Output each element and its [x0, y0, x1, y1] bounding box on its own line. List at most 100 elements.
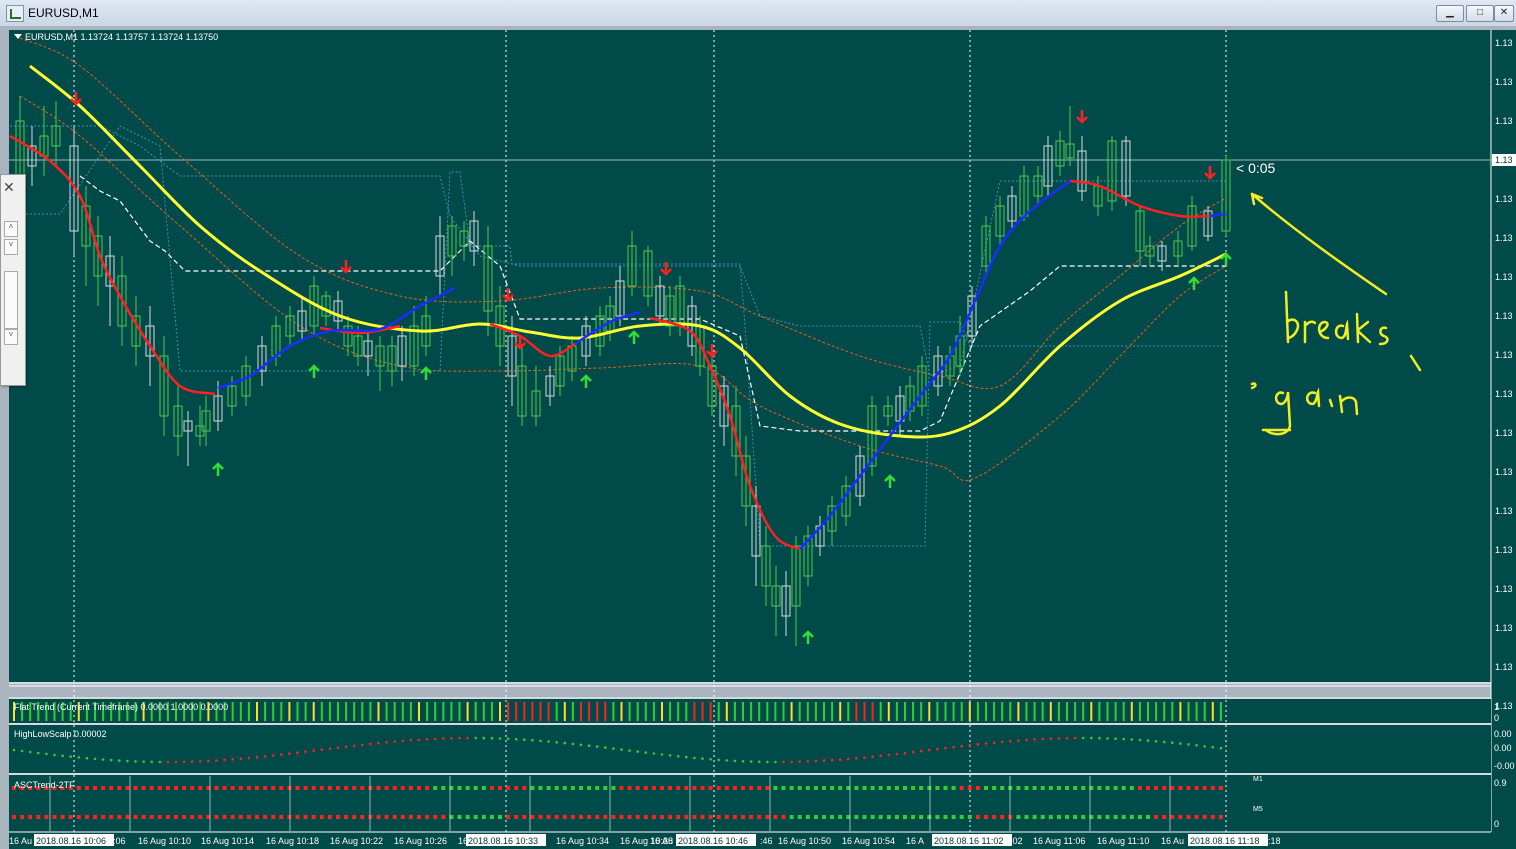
asctrend-m5-cell	[125, 815, 130, 819]
candle[interactable]	[771, 585, 781, 607]
candle[interactable]	[867, 405, 877, 467]
candle[interactable]	[363, 340, 373, 357]
candle[interactable]	[781, 585, 791, 617]
chart-window[interactable]: 1.13 1.13 1.13 1.13 1.13 1.13 1.13 1.13 1.13 1.13…	[0, 26, 1516, 849]
asctrend-m5-cell	[417, 815, 421, 819]
candle[interactable]	[707, 365, 717, 407]
candle[interactable]	[531, 390, 541, 417]
candle[interactable]	[93, 235, 103, 277]
asctrend-m5-cell	[255, 815, 259, 819]
candle[interactable]	[227, 385, 237, 407]
candle[interactable]	[1121, 140, 1131, 197]
candle[interactable]	[1203, 210, 1213, 237]
candle[interactable]	[343, 325, 353, 347]
candle[interactable]	[1187, 205, 1197, 247]
candle[interactable]	[665, 295, 675, 327]
candle[interactable]	[321, 295, 331, 317]
asctrend-window[interactable]	[9, 775, 1491, 832]
collapse-arrow-icon[interactable]	[14, 34, 22, 39]
candle[interactable]	[643, 250, 653, 297]
candle[interactable]	[397, 335, 407, 367]
candle[interactable]	[1145, 245, 1155, 257]
candle[interactable]	[719, 385, 729, 427]
minimize-button[interactable]: ▁	[1436, 5, 1464, 22]
asctrend-m5-cell	[587, 815, 592, 819]
highlow-dot	[263, 755, 267, 758]
candle[interactable]	[1221, 159, 1231, 232]
candle[interactable]	[1055, 140, 1065, 167]
candle[interactable]	[447, 225, 457, 257]
candle[interactable]	[1007, 195, 1017, 222]
candle[interactable]	[483, 245, 493, 312]
candle[interactable]	[387, 345, 397, 372]
candle[interactable]	[555, 355, 565, 387]
candle[interactable]	[51, 125, 61, 147]
candle[interactable]	[761, 545, 771, 587]
scroll-end-icon[interactable]: ˅	[4, 329, 18, 345]
candle[interactable]	[183, 420, 193, 432]
candle[interactable]	[469, 220, 479, 252]
side-panel[interactable]: ✕ ˄ ˅ ˅	[0, 174, 26, 386]
candle[interactable]	[517, 365, 527, 417]
candle[interactable]	[1033, 175, 1043, 197]
candle[interactable]	[627, 245, 637, 287]
candle[interactable]	[883, 405, 893, 417]
scroll-down-icon[interactable]: ˅	[4, 239, 18, 255]
scroll-up-icon[interactable]: ˄	[4, 221, 18, 237]
candle[interactable]	[1065, 143, 1075, 159]
candle[interactable]	[803, 535, 813, 577]
candle[interactable]	[27, 145, 37, 167]
highlow-dot	[304, 750, 307, 753]
highlow-window[interactable]	[9, 725, 1491, 773]
candle[interactable]	[751, 505, 761, 557]
candle[interactable]	[333, 300, 343, 322]
close-icon[interactable]: ✕	[3, 179, 15, 195]
candle[interactable]	[655, 285, 665, 317]
candle[interactable]	[615, 280, 625, 317]
candle[interactable]	[1077, 150, 1087, 192]
chart-canvas[interactable]: 1.13 1.13 1.13 1.13 1.13 1.13 1.13 1.13 1.13 1.13…	[0, 26, 1516, 849]
flat-trend-window[interactable]	[9, 699, 1491, 723]
scrollbar[interactable]	[4, 271, 18, 329]
candle[interactable]	[995, 205, 1005, 237]
sell-arrow-icon	[660, 262, 672, 276]
candle[interactable]	[917, 365, 927, 407]
candle[interactable]	[285, 315, 295, 337]
maximize-button[interactable]: □	[1466, 5, 1494, 22]
price-label: 1.13	[1495, 77, 1513, 87]
close-button[interactable]: ✕	[1494, 5, 1514, 22]
candle[interactable]	[741, 455, 751, 507]
asctrend-m1-cell	[1129, 786, 1134, 790]
candle[interactable]	[409, 325, 419, 367]
candle[interactable]	[855, 455, 865, 497]
candle[interactable]	[297, 310, 307, 332]
asctrend-m1-cell	[93, 786, 97, 790]
asctrend-m1-cell	[579, 786, 583, 790]
candle[interactable]	[435, 235, 445, 277]
candle[interactable]	[1043, 145, 1053, 187]
candle[interactable]	[201, 410, 211, 432]
candle[interactable]	[731, 405, 741, 457]
candle[interactable]	[257, 345, 267, 372]
candle[interactable]	[159, 355, 169, 417]
candle[interactable]	[933, 355, 943, 387]
candle[interactable]	[173, 405, 183, 437]
asctrend-m1-cell	[619, 786, 624, 790]
candle[interactable]	[507, 335, 517, 377]
candle[interactable]	[791, 545, 801, 607]
candle[interactable]	[1173, 240, 1183, 257]
highlow-dot	[45, 752, 48, 756]
candle[interactable]	[353, 335, 363, 357]
candle[interactable]	[459, 230, 469, 247]
candle[interactable]	[581, 325, 591, 357]
candle[interactable]	[117, 275, 127, 327]
candle[interactable]	[1135, 210, 1145, 252]
candle[interactable]	[213, 395, 223, 422]
time-label: 16 Au	[9, 836, 32, 846]
candle[interactable]	[69, 145, 79, 232]
candle[interactable]	[981, 225, 991, 267]
candle[interactable]	[375, 345, 385, 367]
candle[interactable]	[1157, 245, 1167, 262]
candle[interactable]	[1107, 140, 1117, 202]
candle[interactable]	[545, 375, 555, 397]
